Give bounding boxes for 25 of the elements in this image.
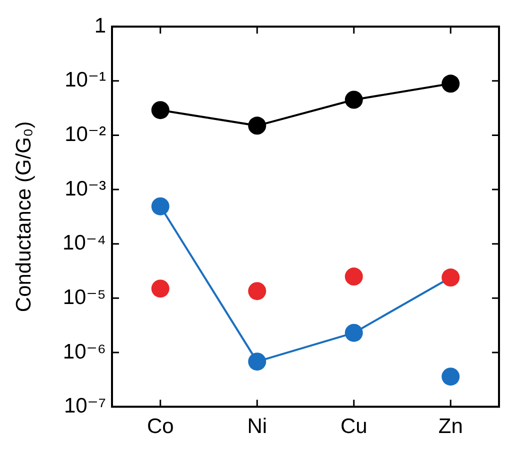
point <box>442 74 460 93</box>
y-axis-title: Conductance (G/G₀) <box>12 121 36 312</box>
y-tick-label: 10⁻⁴ <box>62 232 106 255</box>
x-tick-label: Zn <box>438 415 463 438</box>
x-tick-label: Cu <box>340 415 368 438</box>
y-tick-label: 10⁻⁷ <box>64 394 106 418</box>
point <box>344 268 363 286</box>
y-tick-label: 10⁻² <box>64 123 106 146</box>
y-tick-label: 10⁻³ <box>64 177 106 200</box>
y-tick-label: 10⁻¹ <box>64 68 106 92</box>
point <box>151 197 170 216</box>
point <box>442 368 460 386</box>
point <box>248 352 266 371</box>
y-tick-label: 1 <box>94 14 106 38</box>
point <box>248 282 266 300</box>
x-tick-label: Ni <box>247 415 268 438</box>
y-tick-label: 10⁻⁵ <box>62 286 106 309</box>
x-tick-label: Co <box>146 415 174 438</box>
point <box>151 101 170 120</box>
y-tick-label: 10⁻⁶ <box>62 340 106 364</box>
point <box>344 324 363 342</box>
point <box>151 280 170 298</box>
point <box>442 268 460 287</box>
point <box>248 116 266 135</box>
point <box>344 90 363 109</box>
